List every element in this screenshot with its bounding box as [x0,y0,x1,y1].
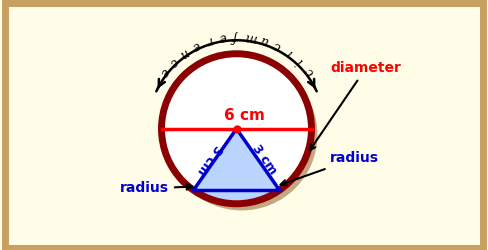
Text: m: m [244,30,257,45]
Text: 3 cm: 3 cm [194,142,224,177]
Text: u: u [258,33,270,48]
Text: radius: radius [281,152,379,186]
Text: diameter: diameter [310,62,401,150]
Text: f: f [234,30,239,43]
Text: 6 cm: 6 cm [224,108,264,123]
Text: n: n [177,45,191,60]
Text: r: r [283,46,295,60]
Circle shape [167,60,317,210]
Wedge shape [193,129,280,204]
Text: e: e [156,65,171,79]
Text: c: c [166,54,180,68]
Text: c: c [271,38,283,53]
Circle shape [162,54,311,204]
Text: c: c [302,65,317,78]
Text: e: e [190,38,202,53]
Text: i: i [294,55,306,68]
Text: 3 cm: 3 cm [249,142,279,177]
Text: r: r [204,33,214,48]
Text: e: e [218,30,227,44]
Text: radius: radius [120,182,192,196]
